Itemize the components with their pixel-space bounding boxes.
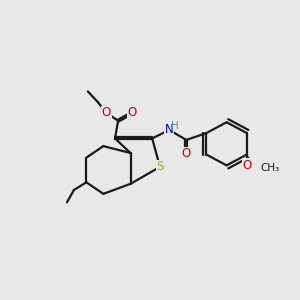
Text: O: O [182, 147, 191, 160]
Text: S: S [156, 160, 164, 173]
Text: CH₃: CH₃ [261, 163, 280, 173]
Text: O: O [128, 106, 137, 119]
Text: N: N [165, 123, 174, 136]
Text: O: O [242, 159, 251, 172]
Text: O: O [102, 106, 111, 119]
Text: H: H [171, 121, 178, 131]
